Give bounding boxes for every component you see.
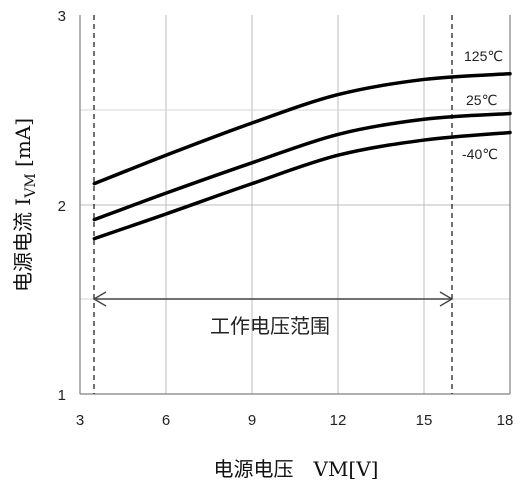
x-tick-label: 12 [330,412,347,429]
y-tick-label: 2 [58,198,66,215]
y-axis-title-unit: [mA] [11,118,35,173]
x-tick-label: 9 [248,412,256,429]
x-tick-label: 6 [162,412,170,429]
series-label-25: 25℃ [466,92,497,108]
y-axis-title-sub: VM [23,173,39,198]
y-tick-label: 3 [58,8,66,25]
series-label-125: 125℃ [464,48,503,64]
series-layer [92,71,512,241]
series-line-2 [92,130,512,241]
y-axis-title: 电源电流 IVM [mA] [11,118,39,292]
x-tick-label: 3 [76,412,84,429]
x-tick-label: 15 [416,412,433,429]
series-label-minus40: -40℃ [462,146,498,162]
operating-range-arrow [92,291,454,307]
x-axis-title: 电源电压 VM[V] [214,457,379,481]
plot-frame [79,15,511,395]
y-tick-label: 1 [58,387,66,404]
y-tick-labels: 1 2 3 [58,8,66,404]
x-tick-labels: 3 6 9 12 15 18 [76,412,514,429]
y-axis-title-main: 电源电流 I [11,198,35,292]
series-line-0 [92,71,512,186]
x-tick-label: 18 [497,412,514,429]
series-line-1 [92,111,512,222]
operating-range-label: 工作电压范围 [210,314,330,338]
